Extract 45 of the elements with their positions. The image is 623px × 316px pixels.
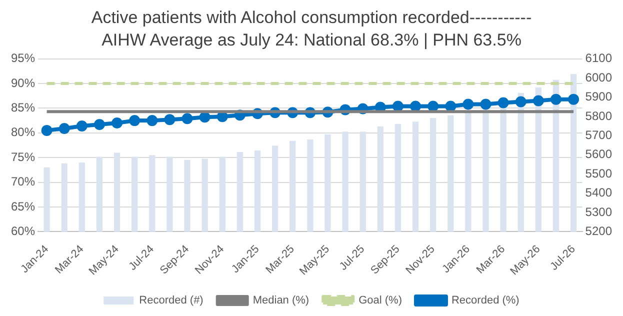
y-tick-label: 75% [10, 150, 36, 164]
point [550, 94, 562, 105]
point [182, 113, 193, 124]
point [112, 118, 123, 129]
point [532, 95, 544, 106]
chart-title: Active patients with Alcohol consumption recorded----------- [91, 8, 532, 27]
point [146, 115, 158, 126]
point [392, 100, 404, 112]
y-tick-label: 80% [10, 125, 36, 140]
legend-label: Goal (%) [358, 294, 402, 307]
chart-subtitle: AIHW Average as July 24: National 68.3% | PHN 63.5% [102, 30, 522, 50]
y2-tick-label: 5500 [585, 166, 612, 180]
legend-label: Median (%) [252, 294, 310, 307]
y-tick-label: 90% [10, 76, 36, 90]
point [568, 94, 580, 105]
point [462, 98, 474, 110]
y2-tick-label: 5400 [585, 186, 612, 200]
point [445, 100, 456, 112]
y-tick-label: 65% [10, 199, 36, 214]
y-tick-label: 60% [10, 224, 36, 238]
point [515, 96, 526, 108]
point [410, 100, 422, 112]
point [76, 120, 88, 132]
point [498, 97, 509, 108]
point [94, 119, 105, 130]
y-tick-label: 95% [10, 51, 36, 66]
point [164, 114, 176, 126]
legend-label: Recorded (%) [451, 294, 520, 307]
y2-tick-label: 5700 [585, 128, 612, 142]
y-tick-label: 70% [10, 174, 36, 189]
point [41, 124, 52, 136]
y2-tick-label: 6100 [585, 51, 612, 66]
point [129, 115, 140, 126]
y2-tick-label: 5200 [585, 224, 612, 238]
point [58, 122, 70, 134]
y2-tick-label: 5300 [585, 204, 612, 219]
point [199, 112, 210, 123]
point [480, 98, 492, 110]
y2-tick-label: 5900 [585, 90, 612, 104]
y2-tick-label: 5600 [585, 147, 612, 162]
y2-tick-label: 5800 [585, 108, 612, 123]
point [428, 100, 439, 112]
y-tick-label: 85% [10, 100, 36, 115]
y2-tick-label: 6000 [585, 70, 612, 84]
legend-label: Recorded (#) [139, 294, 204, 307]
